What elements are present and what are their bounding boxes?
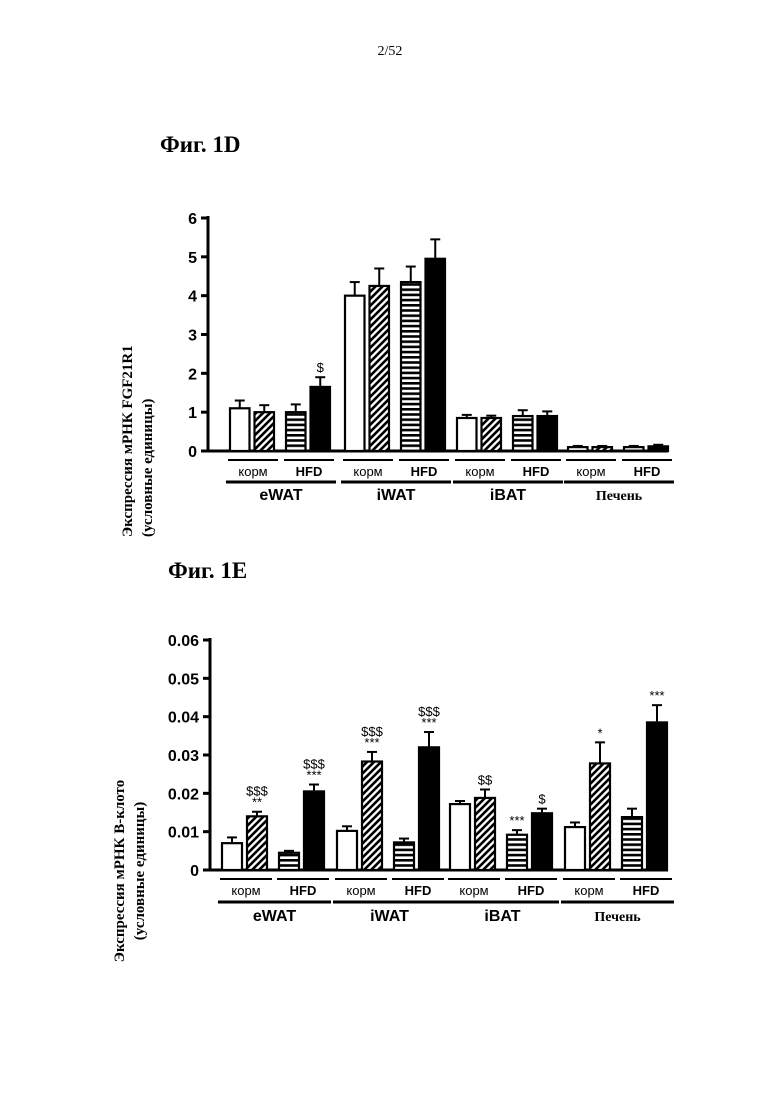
y-tick-label: 0.05 xyxy=(168,671,199,688)
bar xyxy=(482,418,502,451)
bar xyxy=(279,853,299,870)
significance-label: $ xyxy=(317,360,325,375)
subgroup-label-chow: корм xyxy=(346,883,375,898)
subgroup-label-chow: корм xyxy=(574,883,603,898)
y-axis-label-line1: Экспрессия мРНК В-клото xyxy=(112,780,128,962)
subgroup-label-hfd: HFD xyxy=(523,464,550,479)
subgroup-label-chow: корм xyxy=(576,464,605,479)
bar xyxy=(538,416,558,451)
figure-1d-title: Фиг. 1D xyxy=(160,132,240,158)
bar xyxy=(565,827,585,870)
y-tick-label: 1 xyxy=(188,405,197,422)
category-label: Печень xyxy=(596,489,643,504)
bar xyxy=(247,816,267,870)
subgroup-label-chow: корм xyxy=(353,464,382,479)
category-label: eWAT xyxy=(253,908,296,925)
bar xyxy=(475,798,495,870)
significance-label: *** xyxy=(306,768,321,783)
y-tick-label: 0.06 xyxy=(168,633,199,650)
significance-label: $$ xyxy=(478,773,493,788)
subgroup-label-hfd: HFD xyxy=(633,883,660,898)
category-label: iBAT xyxy=(490,487,526,504)
bar xyxy=(593,447,613,451)
bar xyxy=(394,842,414,870)
y-tick-label: 5 xyxy=(188,250,197,267)
bar xyxy=(590,763,610,870)
bar xyxy=(647,722,667,870)
significance-label: *** xyxy=(364,735,379,750)
subgroup-label-chow: корм xyxy=(238,464,267,479)
page-number: 2/52 xyxy=(0,44,780,60)
y-tick-label: 4 xyxy=(188,289,197,306)
y-axis-label-line1: Экспрессия мРНК FGF21R1 xyxy=(120,345,136,537)
subgroup-label-hfd: HFD xyxy=(296,464,323,479)
y-tick-label: 0 xyxy=(188,444,197,461)
bar xyxy=(507,835,527,870)
bar xyxy=(513,416,533,451)
bar xyxy=(649,446,669,451)
category-label: iWAT xyxy=(370,908,409,925)
subgroup-label-chow: корм xyxy=(231,883,260,898)
bar xyxy=(450,804,470,870)
y-tick-label: 3 xyxy=(188,328,197,345)
y-tick-label: 6 xyxy=(188,211,197,228)
y-axis-label-line2: (условные единицы) xyxy=(140,399,156,537)
subgroup-label-hfd: HFD xyxy=(518,883,545,898)
chart-fgf21r1: Экспрессия мРНК FGF21R1 (условные единиц… xyxy=(0,200,780,530)
bar xyxy=(426,259,446,451)
bar xyxy=(624,447,644,451)
bar xyxy=(622,817,642,870)
bar xyxy=(401,282,421,451)
bar xyxy=(230,408,250,451)
bar xyxy=(286,412,306,451)
y-tick-label: 0.01 xyxy=(168,825,199,842)
bar xyxy=(345,296,365,451)
y-tick-label: 2 xyxy=(188,366,197,383)
significance-label: *** xyxy=(509,813,524,828)
subgroup-label-hfd: HFD xyxy=(290,883,317,898)
significance-label: ** xyxy=(252,795,262,810)
chart-b-klotho: Экспрессия мРНК В-клото (условные единиц… xyxy=(0,625,780,955)
bar xyxy=(457,418,477,451)
bar xyxy=(419,747,439,870)
bar xyxy=(222,843,242,870)
y-tick-label: 0 xyxy=(190,863,199,880)
subgroup-label-chow: корм xyxy=(459,883,488,898)
bar xyxy=(370,286,390,451)
category-label: Печень xyxy=(594,910,641,925)
significance-label: *** xyxy=(649,688,664,703)
bar xyxy=(311,387,331,451)
subgroup-label-hfd: HFD xyxy=(634,464,661,479)
bar xyxy=(568,447,588,451)
bar xyxy=(532,813,552,870)
subgroup-label-hfd: HFD xyxy=(405,883,432,898)
bar xyxy=(337,831,357,870)
bar xyxy=(255,412,275,451)
significance-label: * xyxy=(597,725,602,740)
significance-label: *** xyxy=(421,715,436,730)
category-label: eWAT xyxy=(259,487,302,504)
bar xyxy=(304,791,324,870)
bar xyxy=(362,762,382,870)
subgroup-label-chow: корм xyxy=(465,464,494,479)
subgroup-label-hfd: HFD xyxy=(411,464,438,479)
figure-1e-title: Фиг. 1E xyxy=(168,558,247,584)
y-tick-label: 0.04 xyxy=(168,710,199,727)
y-tick-label: 0.03 xyxy=(168,748,199,765)
category-label: iBAT xyxy=(484,908,520,925)
category-label: iWAT xyxy=(377,487,416,504)
significance-label: $ xyxy=(538,792,546,807)
y-tick-label: 0.02 xyxy=(168,786,199,803)
y-axis-label-line2: (условные единицы) xyxy=(132,802,148,940)
